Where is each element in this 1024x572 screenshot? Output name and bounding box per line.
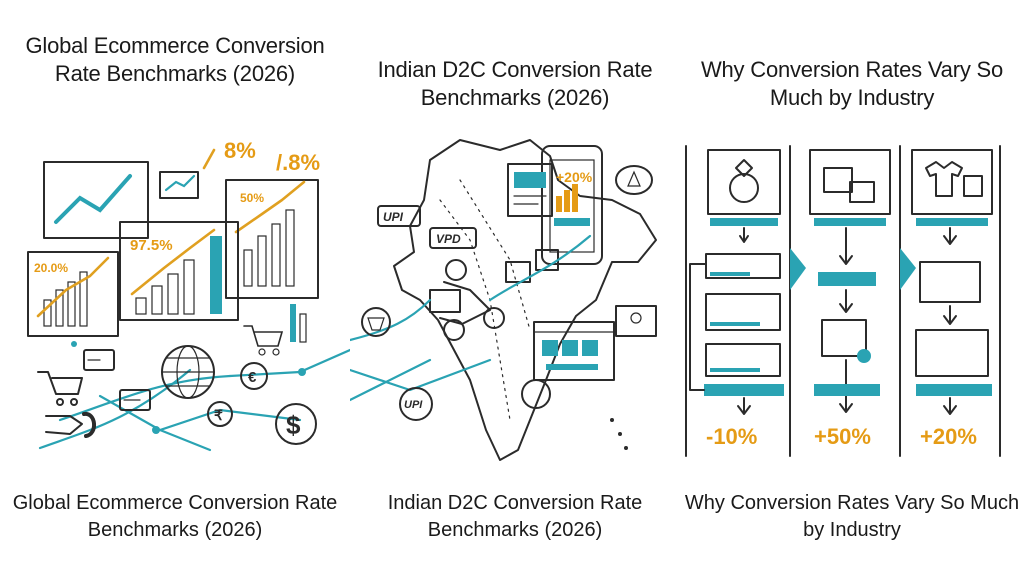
chart-card-left: 20.0% (27, 251, 119, 337)
panel-title: Why Conversion Rates Vary So Much by Ind… (700, 57, 1004, 110)
dollar-coin-icon: $ (275, 403, 317, 445)
network-lines (38, 341, 350, 452)
growth-badge: +20% (556, 169, 593, 185)
chart-label-8: 8% (224, 138, 256, 163)
basket-icon (361, 307, 391, 337)
credit-card-icon (83, 349, 115, 371)
panel-industry: Why Conversion Rates Vary So Much by Ind… (680, 0, 1024, 572)
svg-text:€: € (248, 369, 257, 386)
map-pin-icon (615, 305, 657, 337)
svg-text:VPD: VPD (436, 232, 461, 246)
rupee-coin-icon: ₹ (207, 401, 233, 427)
clothing-icon (925, 161, 983, 197)
global-sketch: 50% 8% /.8% 20.0% (27, 138, 350, 452)
column-home-goods: +50% (809, 149, 891, 449)
product-card (507, 163, 553, 217)
delivery-scooter-icon (429, 259, 505, 341)
column-jewelry: -10% (689, 149, 784, 449)
shopping-cart-icon (37, 371, 83, 406)
panel-caption: Why Conversion Rates Vary So Much by Ind… (684, 492, 1020, 541)
panel-title: Global Ecommerce Conversion Rate Benchma… (25, 33, 325, 86)
storefront-window (533, 321, 615, 381)
cart-bars (243, 304, 307, 356)
handshake-icon (45, 411, 96, 438)
column-apparel: +20% (911, 149, 993, 449)
panel-title: Indian D2C Conversion Rate Benchmarks (2… (377, 57, 653, 110)
chart-label-975: 97.5% (130, 237, 173, 254)
upi-badge-top: UPI (377, 205, 421, 227)
ring-icon (729, 159, 759, 203)
chart-label-78: /.8% (276, 150, 320, 175)
chart-card-main: 97.5% (119, 221, 239, 321)
route-lines (350, 234, 592, 402)
panel-india: Indian D2C Conversion Rate Benchmarks (2… (350, 0, 680, 572)
industry-value: -10% (706, 424, 757, 449)
chart-label-50: 50% (240, 191, 264, 205)
panel-global: Global Ecommerce Conversion Rate Benchma… (0, 0, 350, 572)
chart-card-right: 50% (225, 179, 319, 299)
panel-caption: Indian D2C Conversion Rate Benchmarks (2… (387, 492, 643, 541)
svg-text:$: $ (286, 410, 301, 440)
sparkline-card (159, 171, 199, 199)
smartphone-icon: +20% (541, 145, 603, 265)
flow-arrow (900, 248, 916, 290)
svg-text:UPI: UPI (404, 399, 423, 411)
flow-arrow (790, 248, 806, 290)
vpd-badge: VPD (429, 227, 477, 249)
industry-sketch: -10% +50% (685, 145, 1001, 457)
payment-card-icon (119, 389, 151, 411)
india-sketch: +20% UPI VPD (350, 139, 657, 461)
india-map-outline (393, 139, 657, 461)
globe-icon (161, 345, 215, 399)
svg-text:₹: ₹ (214, 407, 223, 423)
panel-caption: Global Ecommerce Conversion Rate Benchma… (12, 492, 338, 541)
euro-coin-icon: € (240, 362, 268, 390)
boxes-icon (823, 167, 875, 203)
industry-value: +50% (814, 424, 871, 449)
upi-badge-bottom: UPI (399, 387, 433, 421)
chat-bubble-icon (615, 165, 653, 195)
svg-text:UPI: UPI (383, 210, 404, 224)
chart-card-back (43, 161, 149, 239)
chart-label-20: 20.0% (34, 261, 68, 275)
industry-value: +20% (920, 424, 977, 449)
